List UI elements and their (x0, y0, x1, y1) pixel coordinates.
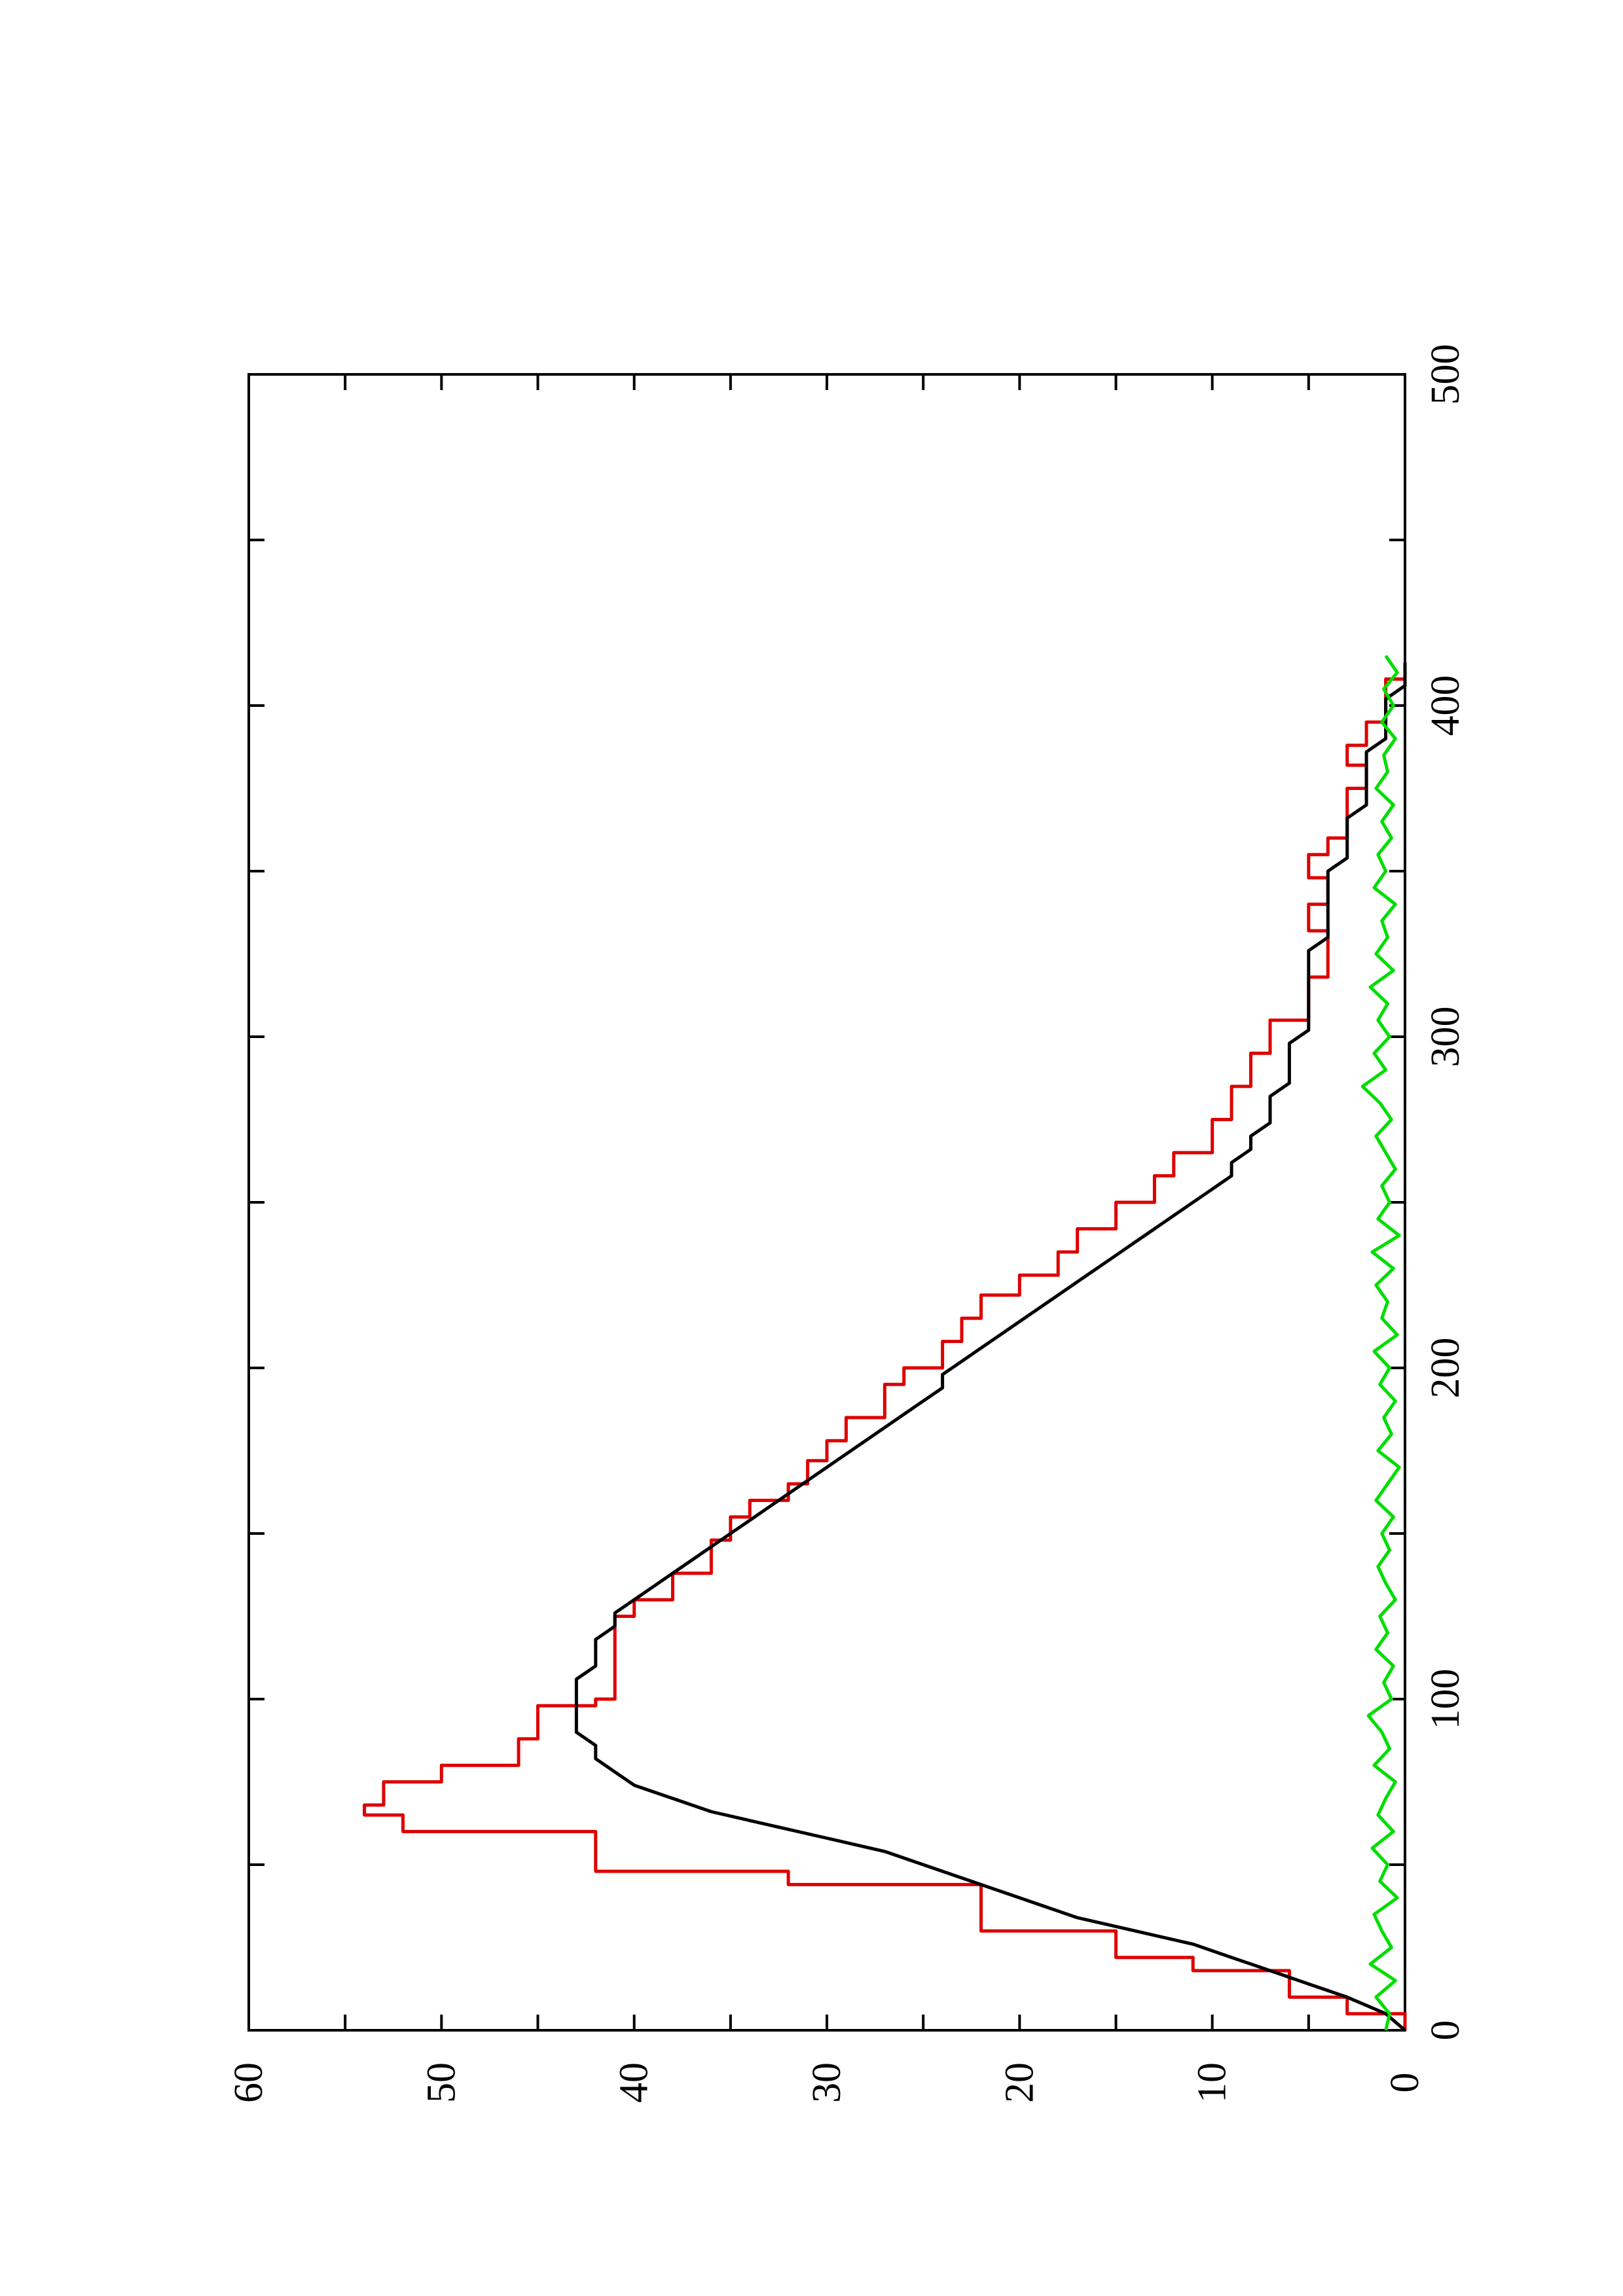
y-tick-label: 30 (805, 2062, 849, 2103)
series-group (363, 655, 1407, 2032)
y-tick-label: 40 (612, 2062, 657, 2103)
y-tick-label: 20 (997, 2062, 1042, 2103)
y-tick-label: 50 (419, 2062, 464, 2103)
x-tick-label: 300 (1423, 1007, 1468, 1067)
axis-ticks (247, 373, 1406, 2032)
series-line-2 (574, 662, 1407, 2032)
y-tick-label: 60 (227, 2062, 271, 2103)
x-tick-label: 0 (1423, 2020, 1468, 2041)
x-tick-label: 400 (1423, 675, 1468, 736)
y-tick-label: 0 (1383, 2073, 1427, 2093)
series-line-1 (363, 666, 1407, 2030)
y-tick-label: 10 (1190, 2062, 1235, 2103)
x-tick-label: 500 (1423, 344, 1468, 405)
x-tick-label: 200 (1423, 1338, 1468, 1399)
series-line-3 (1360, 655, 1401, 2031)
x-tick-label: 100 (1423, 1669, 1468, 1730)
tick-labels: 0 100 200 300 400 500 0 10 20 30 40 50 60 (227, 344, 1468, 2104)
